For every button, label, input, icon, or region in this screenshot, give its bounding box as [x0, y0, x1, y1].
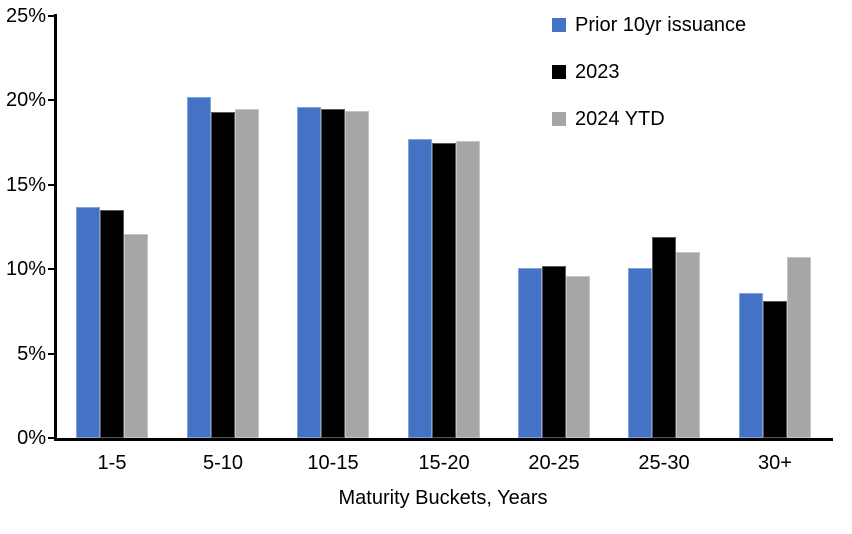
x-tick-label: 30+ — [758, 452, 792, 474]
bar-15-20-prior-10yr-issuance — [408, 139, 432, 438]
bar-30+-2024-ytd — [787, 257, 811, 438]
bar-1-5-prior-10yr-issuance — [76, 207, 100, 438]
y-tick-mark — [48, 268, 55, 271]
y-tick-mark — [48, 183, 55, 186]
x-axis-title: Maturity Buckets, Years — [338, 487, 548, 509]
x-tick-label: 10-15 — [307, 452, 359, 474]
bar-1-5-2023 — [100, 210, 124, 438]
y-tick-mark — [48, 15, 55, 17]
legend-item: 2023 — [552, 48, 746, 95]
bar-25-30-2024-ytd — [676, 252, 700, 438]
x-tick-label: 25-30 — [638, 452, 690, 474]
legend-swatch-icon — [552, 111, 566, 126]
bar-10-15-2023 — [321, 109, 345, 438]
y-tick-label: 15% — [5, 173, 46, 196]
y-tick-mark — [48, 437, 55, 439]
y-tick-label: 0% — [17, 427, 46, 449]
y-tick-label: 10% — [5, 258, 46, 281]
bar-30+-prior-10yr-issuance — [739, 293, 763, 438]
plot-area — [57, 16, 830, 438]
y-tick-mark — [48, 99, 55, 102]
legend-label: 2024 YTD — [575, 107, 665, 130]
bar-25-30-2023 — [652, 237, 676, 438]
bar-5-10-2023 — [211, 112, 235, 438]
bar-20-25-2023 — [542, 266, 566, 438]
x-tick-label: 15-20 — [418, 452, 470, 474]
legend-item: Prior 10yr issuance — [552, 1, 746, 48]
bar-10-15-2024-ytd — [345, 111, 369, 438]
bar-5-10-2024-ytd — [235, 109, 259, 438]
bar-5-10-prior-10yr-issuance — [187, 97, 211, 438]
bar-30+-2023 — [763, 301, 787, 438]
y-axis-line — [54, 14, 57, 441]
y-tick-label: 5% — [17, 342, 46, 365]
bar-20-25-2024-ytd — [566, 276, 590, 438]
bar-15-20-2024-ytd — [456, 141, 480, 438]
y-tick-label: 20% — [5, 89, 46, 112]
legend-label: Prior 10yr issuance — [575, 13, 747, 36]
legend-item: 2024 YTD — [552, 95, 746, 142]
x-tick-label: 20-25 — [528, 452, 580, 474]
bar-15-20-2023 — [432, 143, 456, 438]
legend-swatch-icon — [552, 64, 566, 79]
x-tick-label: 5-10 — [202, 452, 244, 474]
legend: Prior 10yr issuance 2023 2024 YTD — [552, 1, 746, 142]
legend-label: 2023 — [575, 60, 620, 83]
legend-swatch-icon — [552, 17, 566, 32]
y-tick-mark — [48, 352, 55, 355]
x-axis-line — [54, 438, 833, 441]
y-tick-label: 25% — [5, 5, 46, 27]
bar-1-5-2024-ytd — [124, 234, 148, 438]
bar-25-30-prior-10yr-issuance — [628, 268, 652, 438]
bar-20-25-prior-10yr-issuance — [518, 268, 542, 438]
bar-10-15-prior-10yr-issuance — [297, 107, 321, 438]
x-tick-label: 1-5 — [97, 452, 127, 474]
